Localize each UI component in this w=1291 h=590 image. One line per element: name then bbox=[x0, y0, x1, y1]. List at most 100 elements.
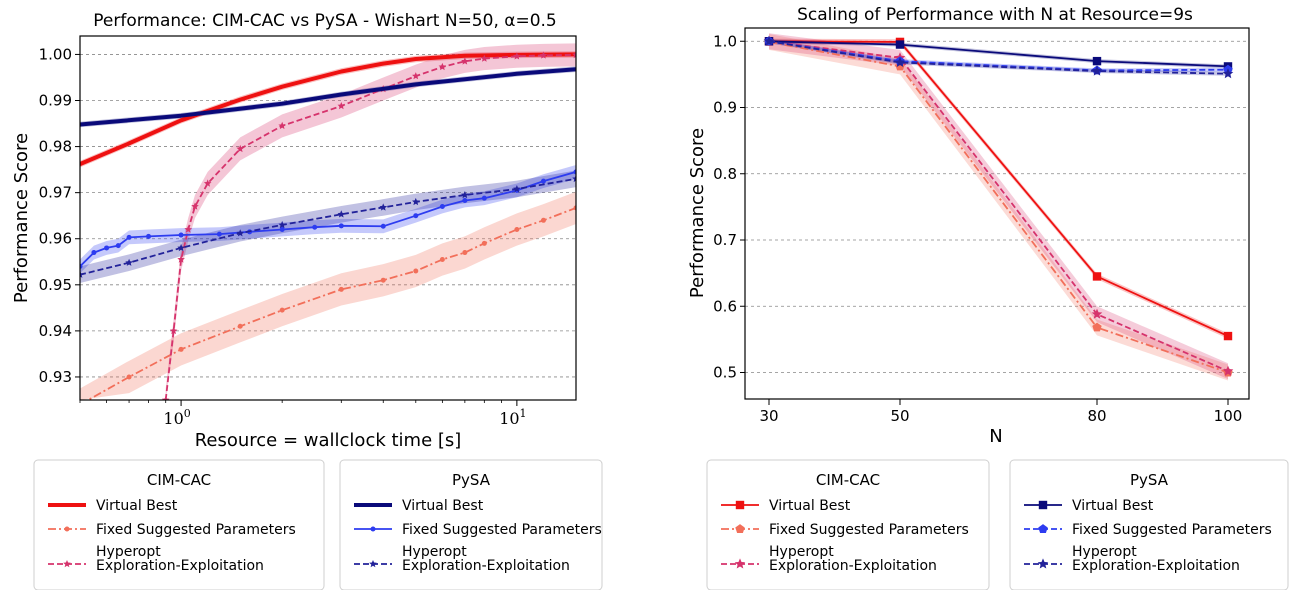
point-pysa-fixed-suggested-parameters bbox=[573, 169, 576, 175]
point-cim-cac-virtual-best bbox=[1223, 331, 1233, 341]
line-pysa-hyperopt-exploration-exploitation bbox=[80, 177, 576, 276]
point-cim-cac-hyperopt-exploration-exploitation bbox=[278, 121, 286, 130]
point-pysa-hyperopt-exploration-exploitation bbox=[80, 270, 84, 278]
point-pysa-virtual-best bbox=[1092, 56, 1102, 66]
point-cim-cac-fixed-suggested-parameters bbox=[178, 346, 184, 352]
point-pysa-fixed-suggested-parameters bbox=[481, 195, 487, 201]
point-cim-cac-fixed-suggested-parameters bbox=[380, 277, 386, 283]
point-pysa-hyperopt-exploration-exploitation bbox=[1222, 68, 1234, 79]
point-pysa-hyperopt-exploration-exploitation bbox=[1091, 65, 1103, 76]
point-cim-cac-fixed-suggested-parameters bbox=[481, 240, 487, 246]
point-pysa-fixed-suggested-parameters bbox=[216, 231, 222, 237]
point-pysa-hyperopt-exploration-exploitation bbox=[177, 243, 185, 252]
point-cim-cac-fixed-suggested-parameters bbox=[462, 250, 468, 256]
point-cim-cac-hyperopt-exploration-exploitation bbox=[539, 51, 548, 59]
point-cim-cac-fixed-suggested-parameters bbox=[514, 227, 520, 233]
left-legend-label: Fixed Suggested Parameters bbox=[402, 522, 602, 538]
left-legend-label: Hyperopt bbox=[96, 544, 161, 560]
left-chart: Performance: CIM-CAC vs PySA - Wishart N… bbox=[11, 11, 603, 590]
left-legend-marker bbox=[369, 560, 377, 568]
point-pysa-fixed-suggested-parameters bbox=[178, 232, 184, 238]
right-y-tick-label: 0.8 bbox=[713, 165, 737, 183]
point-cim-cac-hyperopt-exploration-exploitation bbox=[169, 326, 178, 335]
point-cim-cac-hyperopt-exploration-exploitation bbox=[480, 54, 489, 62]
point-cim-cac-hyperopt-exploration-exploitation bbox=[1222, 365, 1234, 376]
right-legend-label: Exploration-Exploitation bbox=[769, 558, 937, 574]
point-pysa-fixed-suggested-parameters bbox=[115, 243, 121, 249]
point-pysa-hyperopt-exploration-exploitation bbox=[513, 185, 521, 193]
right-y-tick-label: 0.6 bbox=[713, 297, 737, 315]
point-pysa-fixed-suggested-parameters bbox=[80, 263, 83, 269]
point-pysa-hyperopt-exploration-exploitation bbox=[125, 258, 133, 266]
right-legend-box-cim-cac bbox=[706, 459, 990, 590]
right-x-tick-label: 80 bbox=[1087, 407, 1106, 425]
right-plot-frame bbox=[744, 27, 1250, 400]
point-pysa-fixed-suggested-parameters bbox=[146, 233, 152, 239]
point-cim-cac-hyperopt-exploration-exploitation bbox=[412, 72, 420, 80]
left-x-tick-label: 101 bbox=[499, 407, 526, 428]
band-cim-cac-fixed-suggested-parameters bbox=[80, 191, 576, 400]
point-cim-cac-fixed-suggested-parameters bbox=[338, 286, 344, 292]
left-y-tick-label: 0.93 bbox=[39, 368, 72, 386]
right-y-tick-label: 0.7 bbox=[713, 231, 737, 249]
point-pysa-fixed-suggested-parameters bbox=[104, 245, 110, 251]
right-legend-marker bbox=[1038, 524, 1048, 533]
point-cim-cac-hyperopt-exploration-exploitation bbox=[177, 255, 185, 263]
left-y-tick-label: 0.94 bbox=[39, 322, 72, 340]
right-legend-label: Virtual Best bbox=[769, 498, 851, 514]
right-legend-box-pysa bbox=[1009, 459, 1289, 590]
point-pysa-hyperopt-exploration-exploitation bbox=[379, 203, 388, 211]
line-cim-cac-virtual-best bbox=[768, 40, 1229, 337]
right-legend-title: CIM-CAC bbox=[816, 471, 880, 489]
line-cim-cac-fixed-suggested-parameters bbox=[768, 41, 1229, 374]
point-pysa-fixed-suggested-parameters bbox=[540, 178, 546, 184]
line-cim-cac-fixed-suggested-parameters bbox=[86, 207, 576, 400]
left-y-tick-label: 0.98 bbox=[39, 138, 72, 156]
right-legend-marker bbox=[735, 500, 745, 510]
point-cim-cac-fixed-suggested-parameters bbox=[439, 256, 445, 262]
point-cim-cac-fixed-suggested-parameters bbox=[237, 323, 243, 329]
point-cim-cac-virtual-best bbox=[1092, 272, 1102, 281]
left-x-axis-label: Resource = wallclock time [s] bbox=[195, 430, 462, 451]
point-cim-cac-fixed-suggested-parameters bbox=[540, 217, 546, 223]
point-cim-cac-hyperopt-exploration-exploitation bbox=[513, 52, 521, 60]
line-cim-cac-virtual-best bbox=[80, 52, 576, 166]
point-pysa-fixed-suggested-parameters bbox=[279, 227, 285, 233]
right-legend-label: Hyperopt bbox=[769, 544, 834, 560]
point-cim-cac-fixed-suggested-parameters bbox=[279, 307, 285, 313]
point-pysa-hyperopt-exploration-exploitation bbox=[894, 56, 906, 67]
left-legend-label: Exploration-Exploitation bbox=[96, 558, 264, 574]
right-x-axis-label: N bbox=[989, 426, 1002, 447]
left-y-tick-label: 0.96 bbox=[39, 230, 72, 248]
point-pysa-hyperopt-exploration-exploitation bbox=[236, 229, 244, 237]
point-pysa-hyperopt-exploration-exploitation bbox=[763, 35, 775, 46]
point-pysa-hyperopt-exploration-exploitation bbox=[461, 191, 469, 199]
left-legend-label: Virtual Best bbox=[402, 498, 484, 514]
left-legend-label: Exploration-Exploitation bbox=[402, 558, 570, 574]
point-cim-cac-fixed-suggested-parameters bbox=[126, 374, 132, 380]
point-cim-cac-fixed-suggested-parameters bbox=[573, 205, 576, 211]
right-legend-label: Fixed Suggested Parameters bbox=[1072, 522, 1272, 538]
right-chart: Scaling of Performance with N at Resourc… bbox=[687, 5, 1289, 590]
left-legend-title: CIM-CAC bbox=[147, 471, 211, 489]
left-y-tick-label: 0.99 bbox=[39, 92, 72, 110]
point-cim-cac-hyperopt-exploration-exploitation bbox=[191, 202, 199, 210]
point-pysa-fixed-suggested-parameters bbox=[439, 203, 445, 209]
point-pysa-fixed-suggested-parameters bbox=[413, 213, 419, 219]
left-legend-label: Fixed Suggested Parameters bbox=[96, 522, 296, 538]
left-legend-box-pysa bbox=[339, 459, 603, 590]
point-cim-cac-hyperopt-exploration-exploitation bbox=[161, 396, 170, 400]
left-legend-title: PySA bbox=[452, 471, 491, 489]
point-pysa-fixed-suggested-parameters bbox=[312, 224, 318, 230]
right-chart-title: Scaling of Performance with N at Resourc… bbox=[797, 5, 1193, 25]
right-y-tick-label: 0.9 bbox=[713, 99, 737, 117]
point-cim-cac-hyperopt-exploration-exploitation bbox=[203, 179, 212, 187]
left-legend-label: Hyperopt bbox=[402, 544, 467, 560]
point-pysa-hyperopt-exploration-exploitation bbox=[337, 210, 346, 218]
point-cim-cac-hyperopt-exploration-exploitation bbox=[337, 102, 346, 110]
right-legend-label: Hyperopt bbox=[1072, 544, 1137, 560]
point-cim-cac-fixed-suggested-parameters bbox=[413, 268, 419, 274]
right-y-tick-label: 1.0 bbox=[713, 32, 737, 50]
point-cim-cac-hyperopt-exploration-exploitation bbox=[461, 57, 469, 65]
